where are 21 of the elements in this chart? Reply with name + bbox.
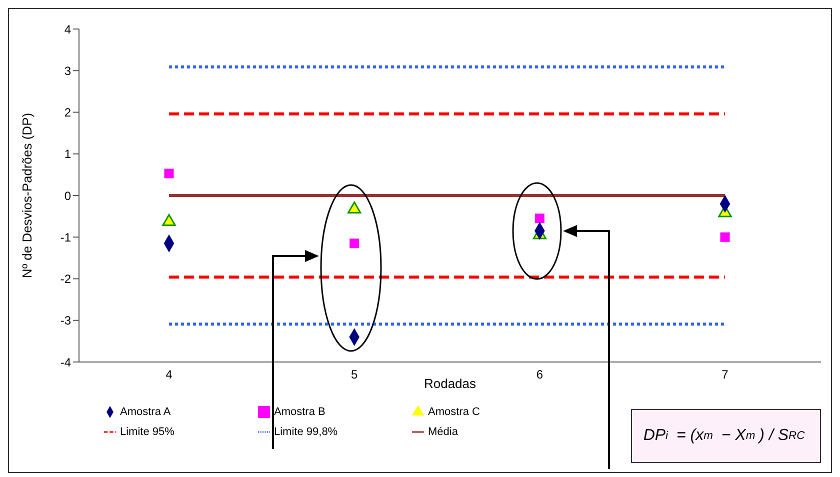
y-tick-label: -3 xyxy=(60,314,72,328)
x-tick-label: 5 xyxy=(350,368,358,382)
x-tick-label: 7 xyxy=(722,368,729,382)
x-axis-title: Rodadas xyxy=(424,376,477,391)
y-tick-label: 3 xyxy=(64,64,72,78)
legend-label: Média xyxy=(428,425,459,440)
legend-label: Limite 99,8% xyxy=(274,425,339,440)
y-tick-label: -1 xyxy=(60,230,72,244)
y-tick-label: -2 xyxy=(60,272,72,286)
y-tick-label: -4 xyxy=(60,355,72,370)
x-tick-label: 6 xyxy=(536,368,544,382)
legend-label: Amostra C xyxy=(428,405,481,420)
y-tick-label: 0 xyxy=(64,188,72,203)
legend-label: Amostra B xyxy=(274,405,326,420)
y-tick-label: 1 xyxy=(64,147,72,162)
y-tick-label: 2 xyxy=(64,106,72,120)
y-tick-label: 4 xyxy=(64,22,72,36)
legend-label: Limite 95% xyxy=(120,425,176,440)
y-axis-title: Nº de Desvios-Padrões (DP) xyxy=(20,112,35,278)
legend-label: Amostra A xyxy=(120,405,172,420)
x-tick-label: 4 xyxy=(166,368,173,382)
